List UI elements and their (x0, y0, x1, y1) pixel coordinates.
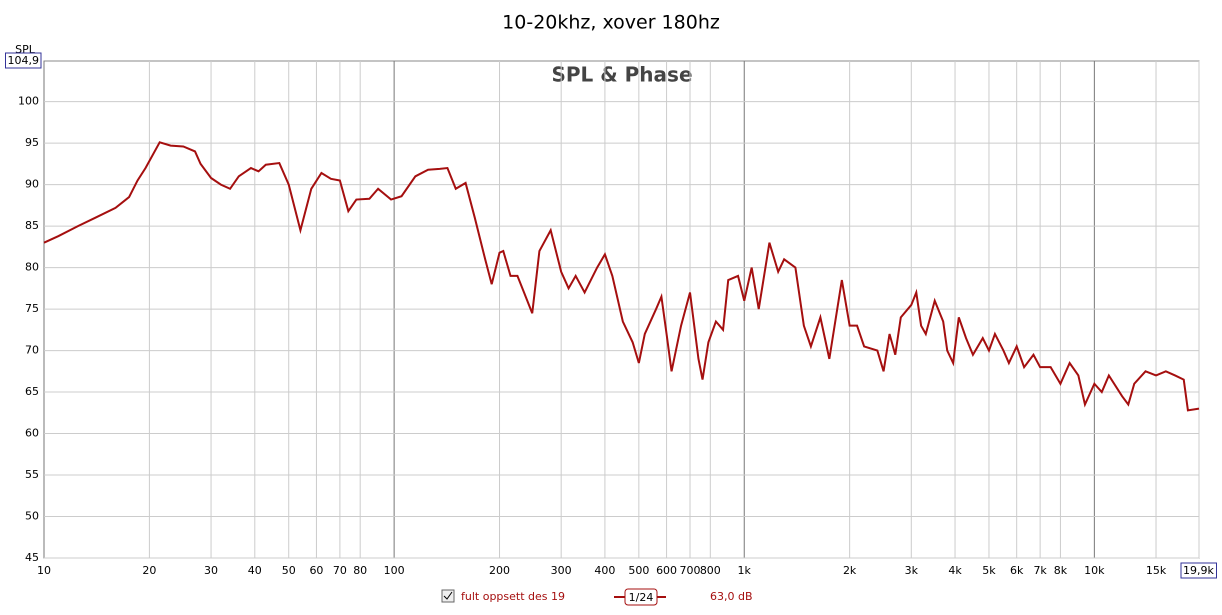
cursor-value: 63,0 dB (710, 590, 753, 603)
y-tick-label: 75 (25, 302, 39, 315)
y-tick-label: 50 (25, 510, 39, 523)
x-tick-label: 400 (594, 564, 615, 577)
x-tick-label: 300 (551, 564, 572, 577)
y-tick-label: 45 (25, 551, 39, 564)
y-limit-box (5, 52, 42, 69)
x-tick-label: 200 (489, 564, 510, 577)
x-tick-label: 19,9k (1183, 564, 1214, 577)
legend: fult oppsett des 19 1/24 63,0 dB (441, 588, 753, 606)
x-limit-box (1180, 562, 1217, 579)
y-tick-label: 90 (25, 178, 39, 191)
x-tick-label: 80 (353, 564, 367, 577)
legend-checkbox[interactable] (441, 589, 455, 603)
y-tick-label: 55 (25, 468, 39, 481)
x-tick-label: 100 (384, 564, 405, 577)
x-tick-label: 15k (1146, 564, 1167, 577)
y-tick-label: 85 (25, 219, 39, 232)
y-tick-label: 100 (18, 95, 39, 108)
x-tick-label: 10 (37, 564, 51, 577)
x-tick-label: 800 (700, 564, 721, 577)
x-tick-label: 50 (282, 564, 296, 577)
x-tick-label: 700 (680, 564, 701, 577)
check-mark (443, 591, 453, 600)
x-tick-label: 3k (905, 564, 919, 577)
plot-label: SPL & Phase (551, 63, 692, 87)
x-tick-label: 10k (1084, 564, 1105, 577)
y-tick-label: 104,9 (8, 54, 40, 67)
x-tick-label: 500 (628, 564, 649, 577)
series-line (43, 141, 1200, 412)
smoothing-box[interactable] (624, 588, 658, 606)
x-tick-label: 2k (843, 564, 857, 577)
chart-title: 10-20khz, xover 180hz (502, 12, 720, 34)
x-tick-label: 4k (948, 564, 962, 577)
x-tick-label: 600 (656, 564, 677, 577)
y-tick-label: 60 (25, 427, 39, 440)
legend-label: fult oppsett des 19 (461, 590, 565, 603)
x-tick-label: 20 (142, 564, 156, 577)
y-tick-label: 65 (25, 385, 39, 398)
x-tick-label: 5k (982, 564, 996, 577)
x-tick-label: 40 (248, 564, 262, 577)
smoothing-label: 1/24 (629, 591, 654, 604)
x-tick-label: 70 (333, 564, 347, 577)
x-tick-label: 1k (738, 564, 752, 577)
x-tick-label: 60 (309, 564, 323, 577)
y-tick-label: 95 (25, 136, 39, 149)
x-tick-label: 30 (204, 564, 218, 577)
y-tick-label: 80 (25, 261, 39, 274)
x-tick-label: 8k (1054, 564, 1068, 577)
y-tick-label: 70 (25, 344, 39, 357)
x-tick-label: 7k (1033, 564, 1047, 577)
x-tick-label: 6k (1010, 564, 1024, 577)
